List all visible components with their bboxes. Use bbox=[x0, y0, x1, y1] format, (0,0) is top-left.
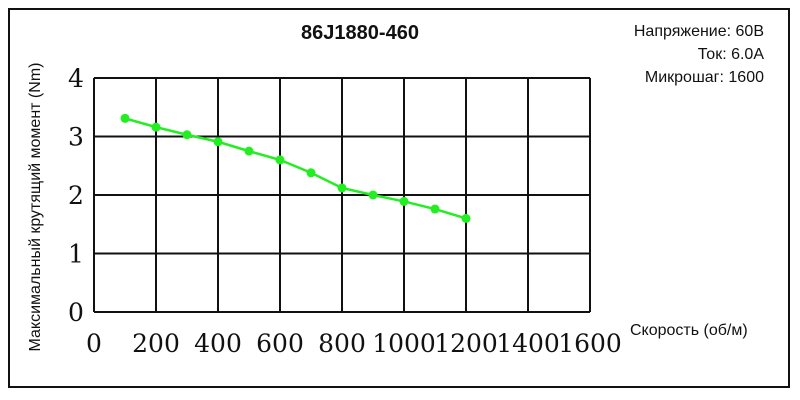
torque-data-point bbox=[182, 130, 192, 140]
torque-data-point bbox=[244, 146, 254, 156]
y-tick-labels: 0 1 2 3 4 bbox=[68, 64, 84, 327]
y-tick-label: 3 bbox=[68, 123, 84, 152]
voltage-annotation: Напряжение: 60В bbox=[633, 23, 764, 40]
torque-data-point bbox=[461, 213, 471, 223]
grid-lines bbox=[93, 77, 591, 313]
x-tick-label: 1000 bbox=[372, 329, 436, 358]
x-tick-label: 200 bbox=[132, 329, 180, 358]
y-tick-label: 0 bbox=[68, 298, 84, 327]
x-tick-label: 600 bbox=[256, 329, 304, 358]
x-tick-label: 800 bbox=[318, 329, 366, 358]
torque-data-point bbox=[275, 155, 285, 165]
motor-parameters: Напряжение: 60В Ток: 6.0А Микрошаг: 1600 bbox=[634, 20, 764, 89]
x-tick-label: 0 bbox=[86, 329, 102, 358]
torque-data-point bbox=[368, 190, 378, 200]
torque-data-point bbox=[151, 122, 161, 132]
microstep-annotation: Микрошаг: 1600 bbox=[644, 69, 764, 86]
chart-title: 86J1880-460 bbox=[301, 22, 419, 44]
x-tick-label: 400 bbox=[194, 329, 242, 358]
y-tick-label: 1 bbox=[68, 240, 84, 269]
torque-data-point bbox=[337, 183, 347, 193]
chart-frame bbox=[8, 8, 790, 388]
torque-data-point bbox=[120, 113, 130, 123]
x-tick-label: 1200 bbox=[434, 329, 498, 358]
torque-data-point bbox=[213, 137, 223, 147]
y-tick-label: 2 bbox=[68, 181, 84, 210]
x-tick-label: 1400 bbox=[496, 329, 560, 358]
torque-data-point bbox=[430, 204, 440, 214]
torque-series-line bbox=[124, 117, 467, 220]
torque-data-point bbox=[399, 196, 409, 206]
current-annotation: Ток: 6.0А bbox=[697, 46, 764, 63]
x-tick-label: 1600 bbox=[558, 329, 622, 358]
x-axis-label: Скорость (об/м) bbox=[630, 322, 748, 339]
torque-data-point bbox=[306, 168, 316, 178]
series-group bbox=[120, 113, 471, 223]
y-tick-label: 4 bbox=[68, 64, 84, 93]
